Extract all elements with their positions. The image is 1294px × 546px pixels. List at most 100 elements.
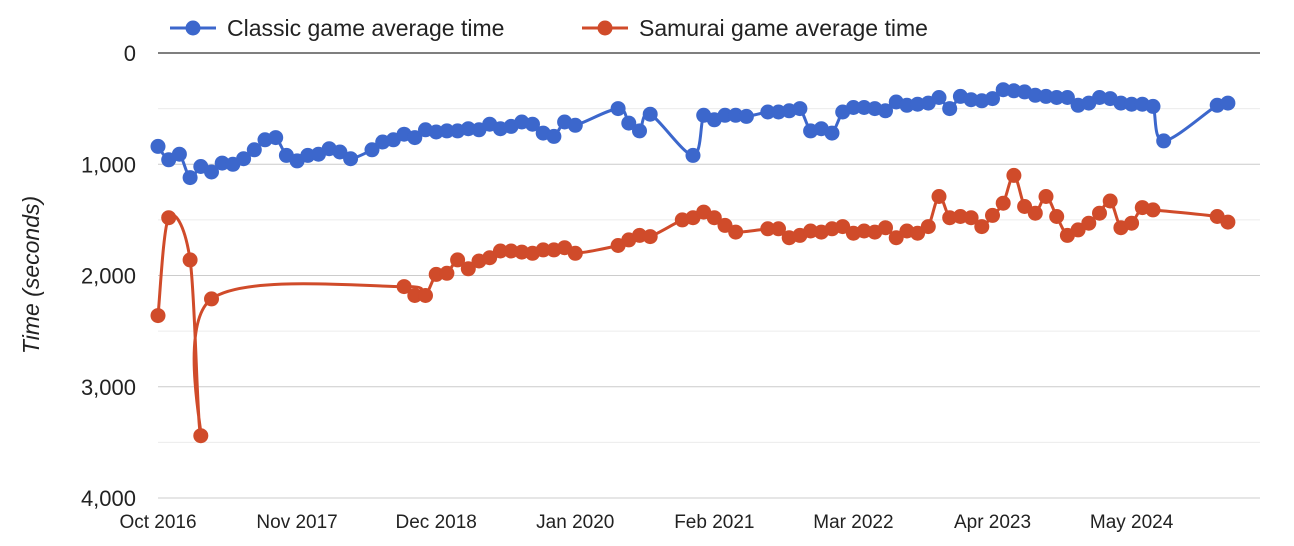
data-point [567, 117, 583, 133]
data-point [845, 100, 861, 115]
data-point [439, 123, 455, 139]
data-point [567, 245, 583, 261]
data-point [1070, 222, 1086, 238]
data-point [760, 104, 776, 120]
data-point [642, 229, 658, 245]
data-point [985, 207, 1000, 223]
y-tick-label: 0 [124, 41, 136, 66]
legend-item: Samurai game average time [582, 15, 928, 41]
data-point [621, 115, 637, 131]
data-point [525, 116, 540, 132]
x-tick-label: Nov 2017 [256, 512, 337, 533]
data-point [920, 219, 936, 235]
data-point [1220, 214, 1236, 230]
data-point [396, 279, 412, 295]
data-point [632, 123, 647, 139]
data-point [1092, 205, 1107, 221]
data-point [878, 220, 893, 236]
x-tick-label: Mar 2022 [813, 512, 893, 533]
data-point [1124, 215, 1140, 231]
data-point [685, 147, 701, 163]
data-point [1027, 205, 1043, 221]
y-tick-label: 4,000 [81, 486, 136, 511]
data-point [878, 103, 893, 119]
series-classic [150, 82, 1236, 186]
data-point [642, 106, 658, 122]
y-tick-label: 3,000 [81, 375, 136, 400]
legend-label: Classic game average time [227, 15, 504, 41]
data-point [364, 142, 380, 158]
legend-label: Samurai game average time [639, 15, 928, 41]
data-point [942, 101, 958, 117]
x-tick-label: May 2024 [1090, 512, 1174, 533]
data-point [492, 243, 508, 259]
x-tick-label: Oct 2016 [119, 512, 196, 533]
data-point [728, 224, 744, 240]
data-point [1049, 90, 1065, 105]
data-point [407, 130, 423, 146]
data-point [460, 261, 476, 277]
data-point [792, 101, 808, 117]
legend-swatch-marker [597, 20, 613, 36]
data-point [835, 219, 851, 235]
data-point [204, 164, 219, 180]
data-point [1049, 209, 1065, 224]
data-point [824, 125, 840, 141]
data-point [535, 242, 551, 258]
data-point [150, 138, 166, 154]
data-point [171, 146, 187, 162]
series [150, 82, 1236, 444]
y-axis-title: Time (seconds) [18, 196, 44, 354]
data-point [706, 210, 722, 226]
data-point [182, 252, 198, 268]
data-point [343, 151, 359, 167]
data-point [717, 217, 733, 233]
data-point [963, 210, 979, 226]
data-point [1124, 96, 1140, 112]
data-point [450, 252, 466, 268]
y-tick-label: 1,000 [81, 152, 136, 177]
data-point [1081, 215, 1097, 231]
data-point [236, 151, 252, 167]
x-tick-label: Dec 2018 [396, 512, 477, 533]
data-point [332, 144, 348, 160]
data-point [418, 288, 433, 303]
data-point [771, 221, 786, 237]
x-tick-label: Feb 2021 [674, 512, 754, 533]
data-point [482, 250, 498, 266]
data-point [717, 107, 733, 123]
data-point [995, 195, 1011, 211]
legend-swatch-marker [185, 20, 201, 36]
x-tick-label: Jan 2020 [536, 512, 614, 533]
data-point [1059, 90, 1075, 105]
series-samurai [150, 167, 1236, 444]
data-point [161, 210, 177, 226]
data-point [182, 170, 198, 186]
data-point [1038, 189, 1054, 204]
data-point [268, 130, 284, 146]
data-point [974, 219, 990, 235]
data-point [150, 308, 166, 324]
data-point [1156, 133, 1172, 149]
data-point [985, 91, 1000, 107]
data-point [931, 189, 947, 204]
data-point [610, 101, 626, 117]
data-point [760, 221, 776, 237]
data-point [546, 128, 562, 144]
data-point [204, 291, 219, 307]
legend: Classic game average time Samurai game av… [170, 15, 928, 41]
gridlines [158, 52, 1260, 499]
x-tick-label: Apr 2023 [954, 512, 1031, 533]
data-point [738, 108, 754, 124]
data-point [1102, 193, 1118, 209]
data-point [1017, 199, 1033, 214]
data-point [246, 142, 262, 158]
data-point [1006, 167, 1022, 183]
data-point [193, 428, 209, 444]
data-point [407, 288, 423, 303]
data-point [1220, 95, 1236, 111]
data-point [888, 230, 904, 246]
data-point [439, 265, 455, 281]
